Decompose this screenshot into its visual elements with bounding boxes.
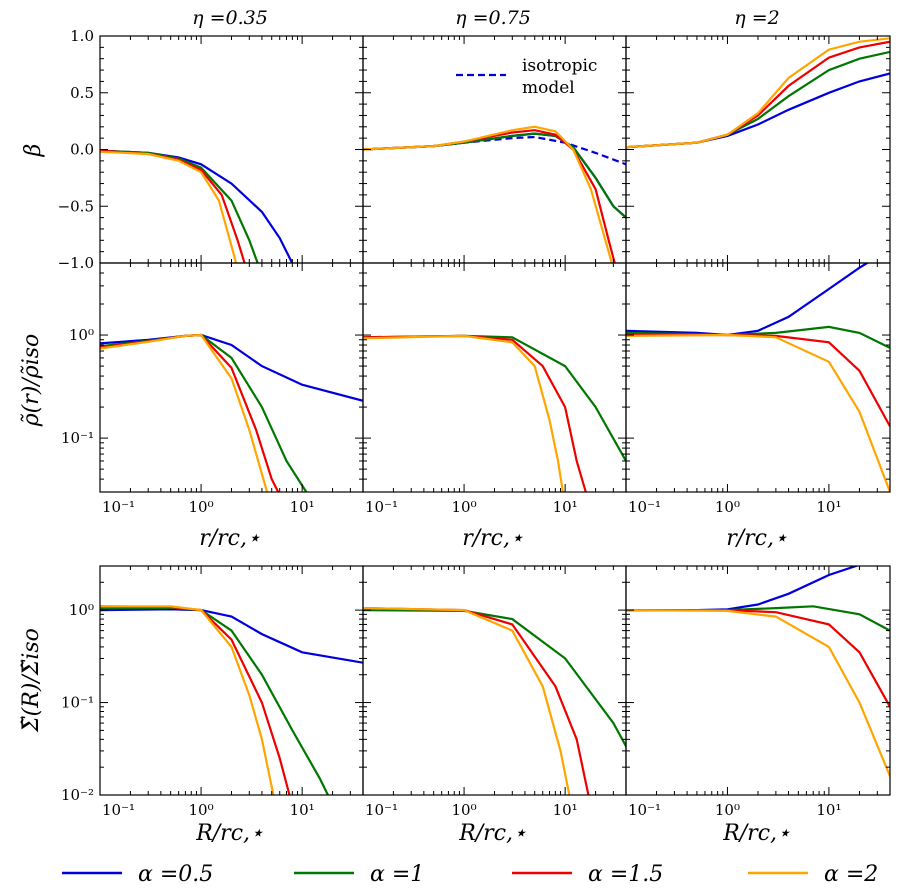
xtick-label-sigma-1: 10⁻¹ bbox=[102, 801, 135, 819]
xtick-label-rho-1: 10⁰ bbox=[189, 498, 214, 516]
xtick-label-sigma-1: 10⁰ bbox=[189, 801, 214, 819]
series-a2-sigma-3 bbox=[626, 609, 890, 777]
series-a1-beta-3 bbox=[626, 50, 890, 149]
series-a05-sigma-3 bbox=[626, 566, 860, 612]
xtick-label-rho-1: 10¹ bbox=[290, 498, 315, 516]
xtick-label-rho-1: 10⁻¹ bbox=[102, 498, 135, 516]
frame-beta-3 bbox=[625, 35, 891, 264]
xlabel-sigma-2: R/rc,⋆ bbox=[458, 821, 527, 846]
series-a1-sigma-1 bbox=[100, 606, 329, 795]
xtick-label-rho-2: 10⁻¹ bbox=[365, 498, 398, 516]
ytick-label-sigma-1: 10⁻¹ bbox=[61, 694, 94, 712]
frame-sigma-1 bbox=[99, 565, 364, 796]
ylabel-rho: ρ̃(r)/ρ̃iso bbox=[19, 334, 44, 428]
xtick-label-rho-3: 10⁰ bbox=[715, 498, 740, 516]
xtick-label-sigma-2: 10⁰ bbox=[452, 801, 477, 819]
series-a15-beta-2 bbox=[363, 129, 616, 263]
series-a2-beta-1 bbox=[100, 150, 238, 263]
legend-label-a15: α =1.5 bbox=[588, 862, 663, 887]
xlabel-sigma-1: R/rc,⋆ bbox=[195, 821, 264, 846]
xtick-label-sigma-3: 10¹ bbox=[816, 801, 841, 819]
series-a1-beta-2 bbox=[363, 132, 626, 219]
frame-rho-2 bbox=[362, 262, 627, 493]
ytick-label-beta-1: 0.0 bbox=[70, 141, 94, 159]
series-iso-beta-2 bbox=[363, 135, 626, 166]
series-a15-beta-3 bbox=[626, 40, 890, 149]
xtick-label-rho-2: 10¹ bbox=[553, 498, 578, 516]
legend-label-a1: α =1 bbox=[370, 862, 424, 887]
frame-beta-1 bbox=[99, 35, 364, 264]
series-a2-rho-1 bbox=[100, 333, 269, 492]
series-a2-sigma-2 bbox=[363, 607, 571, 795]
xtick-label-sigma-3: 10⁻¹ bbox=[628, 801, 661, 819]
series-a2-beta-2 bbox=[363, 125, 613, 263]
series-a05-sigma-1 bbox=[100, 608, 363, 664]
series-a15-sigma-3 bbox=[626, 609, 890, 708]
ytick-label-beta-1: −1.0 bbox=[58, 254, 94, 272]
ylabel-beta: β bbox=[21, 144, 46, 158]
column-title-2: η =0.75 bbox=[455, 7, 531, 29]
ytick-label-beta-1: 0.5 bbox=[70, 84, 94, 102]
ylabel-sigma: Σ̃(R)/Σ̃iso bbox=[19, 628, 44, 733]
series-a05-rho-3 bbox=[626, 263, 870, 337]
xlabel-rho-2: r/rc,⋆ bbox=[462, 526, 524, 551]
series-a05-beta-2 bbox=[363, 132, 626, 219]
ytick-label-beta-1: −0.5 bbox=[58, 197, 94, 215]
frame-sigma-3 bbox=[625, 565, 891, 796]
xtick-label-rho-3: 10¹ bbox=[816, 498, 841, 516]
series-a2-rho-2 bbox=[363, 334, 564, 492]
ytick-label-sigma-1: 10⁻² bbox=[61, 786, 94, 804]
ytick-label-sigma-1: 10⁰ bbox=[69, 601, 94, 619]
column-title-1: η =0.35 bbox=[192, 7, 268, 29]
ytick-label-rho-1: 10⁰ bbox=[69, 326, 94, 344]
inset-legend-line2: model bbox=[522, 78, 575, 98]
xtick-label-rho-3: 10⁻¹ bbox=[628, 498, 661, 516]
xlabel-rho-3: r/rc,⋆ bbox=[726, 526, 788, 551]
xtick-label-sigma-1: 10¹ bbox=[290, 801, 315, 819]
xlabel-rho-1: r/rc,⋆ bbox=[199, 526, 261, 551]
series-a15-rho-3 bbox=[626, 333, 890, 427]
ytick-label-rho-1: 10⁻¹ bbox=[61, 429, 94, 447]
ytick-label-beta-1: 1.0 bbox=[70, 27, 94, 45]
series-a2-beta-3 bbox=[626, 37, 890, 149]
column-title-3: η =2 bbox=[734, 7, 779, 29]
series-a15-sigma-2 bbox=[363, 607, 590, 795]
xtick-label-sigma-3: 10⁰ bbox=[715, 801, 740, 819]
xlabel-sigma-3: R/rc,⋆ bbox=[722, 821, 791, 846]
legend-label-a05: α =0.5 bbox=[138, 862, 213, 887]
frame-rho-3 bbox=[625, 262, 891, 493]
legend-label-a2: α =2 bbox=[824, 862, 878, 887]
series-a15-beta-1 bbox=[100, 149, 246, 263]
xtick-label-sigma-2: 10⁻¹ bbox=[365, 801, 398, 819]
panels: 1.0 0.5 0.0 −0.5 −1.0 10⁻¹ 10⁰ 10¹ 10⁰ 10⁻¹ 10⁻¹ 10… bbox=[58, 27, 891, 819]
inset-legend: isotropic model bbox=[456, 56, 597, 98]
inset-legend-line1: isotropic bbox=[522, 56, 597, 76]
series-a1-sigma-2 bbox=[363, 609, 626, 749]
legend: α =0.5 α =1 α =1.5 α =2 bbox=[62, 862, 878, 887]
xtick-label-rho-2: 10⁰ bbox=[452, 498, 477, 516]
series-a2-rho-3 bbox=[626, 333, 890, 492]
series-a2-sigma-1 bbox=[100, 605, 275, 795]
series-a1-beta-1 bbox=[100, 149, 259, 263]
xtick-label-sigma-2: 10¹ bbox=[553, 801, 578, 819]
series-a1-rho-2 bbox=[363, 334, 626, 464]
series-a05-beta-3 bbox=[626, 72, 890, 149]
frame-sigma-2 bbox=[362, 565, 627, 796]
series-a1-rho-1 bbox=[100, 333, 308, 492]
